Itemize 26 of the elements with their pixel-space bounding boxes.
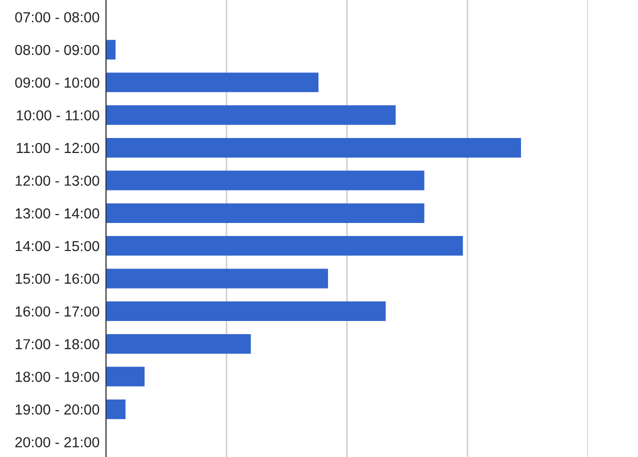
y-tick-label: 09:00 - 10:00 bbox=[15, 78, 100, 88]
bar bbox=[106, 203, 424, 223]
bar bbox=[106, 72, 318, 92]
y-tick-label: 20:00 - 21:00 bbox=[15, 437, 100, 448]
y-tick-label: 19:00 - 20:00 bbox=[16, 404, 100, 415]
bar bbox=[106, 236, 463, 256]
bar bbox=[106, 40, 116, 60]
bar bbox=[106, 301, 386, 322]
y-tick-label: 11:00 - 12:00 bbox=[16, 142, 100, 154]
y-tick-label: 16:00 - 17:00 bbox=[16, 306, 100, 317]
bar bbox=[106, 366, 145, 386]
y-tick-label: 12:00 - 13:00 bbox=[16, 176, 100, 186]
bar bbox=[106, 268, 328, 288]
bar bbox=[106, 105, 396, 125]
y-tick-label: 14:00 - 15:00 bbox=[16, 240, 100, 252]
bar bbox=[106, 170, 424, 190]
y-tick-label: 07:00 - 08:00 bbox=[15, 12, 100, 22]
y-tick-label: 10:00 - 11:00 bbox=[16, 110, 100, 120]
bar bbox=[106, 138, 521, 158]
y-tick-label: 18:00 - 19:00 bbox=[16, 372, 100, 382]
y-tick-label: 17:00 - 18:00 bbox=[16, 339, 100, 350]
y-tick-label: 13:00 - 14:00 bbox=[16, 208, 100, 219]
y-tick-label: 15:00 - 16:00 bbox=[16, 274, 100, 284]
bar bbox=[106, 334, 251, 354]
y-tick-label: 08:00 - 09:00 bbox=[15, 44, 100, 56]
bar bbox=[106, 399, 126, 420]
